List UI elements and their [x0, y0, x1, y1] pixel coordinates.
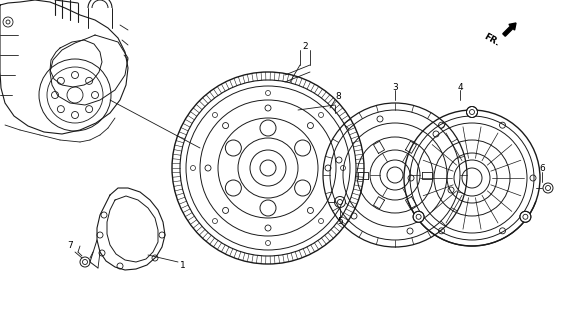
Text: 5: 5 — [337, 218, 343, 227]
Text: 4: 4 — [457, 83, 463, 92]
Text: 8: 8 — [335, 92, 341, 100]
Text: FR.: FR. — [483, 32, 501, 48]
Text: 7: 7 — [67, 241, 73, 250]
Text: 3: 3 — [392, 83, 398, 92]
FancyArrow shape — [503, 23, 516, 36]
Text: 2: 2 — [302, 42, 308, 51]
Circle shape — [413, 211, 424, 222]
Circle shape — [466, 107, 478, 117]
Text: 1: 1 — [180, 260, 186, 269]
Circle shape — [520, 211, 531, 222]
Text: 6: 6 — [539, 164, 545, 172]
